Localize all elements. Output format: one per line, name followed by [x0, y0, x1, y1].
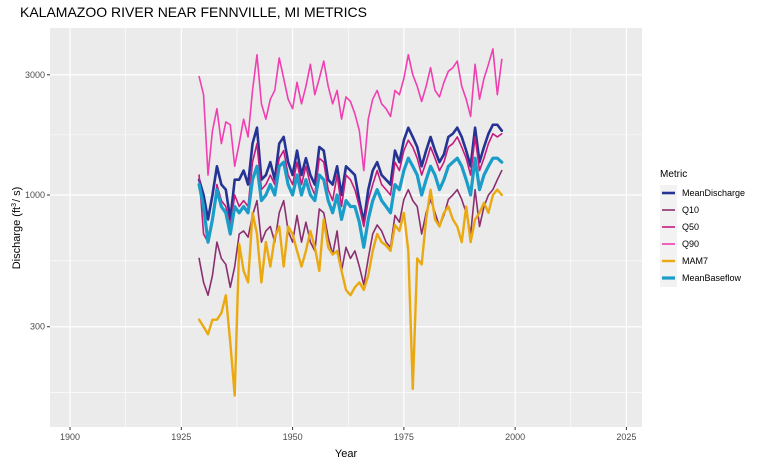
- grid: [50, 28, 642, 427]
- legend-title: Metric: [660, 169, 687, 180]
- x-axis-title: Year: [335, 448, 358, 460]
- chart-title: KALAMAZOO RIVER NEAR FENNVILLE, MI METRI…: [20, 4, 367, 20]
- legend-label-mam7: MAM7: [682, 256, 708, 266]
- legend: Metric MeanDischarge Q10 Q50 Q90 MAM7 MeanBas…: [660, 169, 745, 287]
- x-tick-label: 1900: [60, 432, 80, 442]
- x-axis-ticks: 1900 1925 1950 1975 2000 2025: [60, 427, 636, 442]
- x-tick-label: 2025: [616, 432, 636, 442]
- series-line-q90: [198, 48, 503, 176]
- legend-label-meanbaseflow: MeanBaseflow: [682, 273, 742, 283]
- y-axis-title: Discharge (ft3/ s): [11, 187, 23, 270]
- y-axis-title-main: Discharge (ft: [11, 207, 23, 269]
- x-tick-label: 1925: [171, 432, 191, 442]
- legend-label-meandischarge: MeanDischarge: [682, 188, 745, 198]
- y-axis-title-sup: 3: [11, 203, 18, 207]
- x-tick-label: 2000: [505, 432, 525, 442]
- x-tick-label: 1975: [394, 432, 414, 442]
- series-line-meandischarge: [197, 123, 504, 224]
- series-line-meanbaseflow: [197, 156, 504, 249]
- legend-label-q50: Q50: [682, 222, 699, 232]
- series-line-mam7: [197, 188, 503, 397]
- series-layer: [197, 48, 504, 397]
- series-line-q10: [198, 169, 503, 297]
- y-axis-ticks: 300 1000 3000: [25, 70, 50, 332]
- legend-label-q90: Q90: [682, 239, 699, 249]
- y-tick-label: 300: [30, 322, 45, 332]
- plot-panel: [50, 28, 642, 427]
- y-axis-title-tail: / s): [11, 187, 23, 202]
- y-tick-label: 1000: [25, 190, 45, 200]
- x-tick-label: 1950: [283, 432, 303, 442]
- legend-label-q10: Q10: [682, 205, 699, 215]
- y-tick-label: 3000: [25, 70, 45, 80]
